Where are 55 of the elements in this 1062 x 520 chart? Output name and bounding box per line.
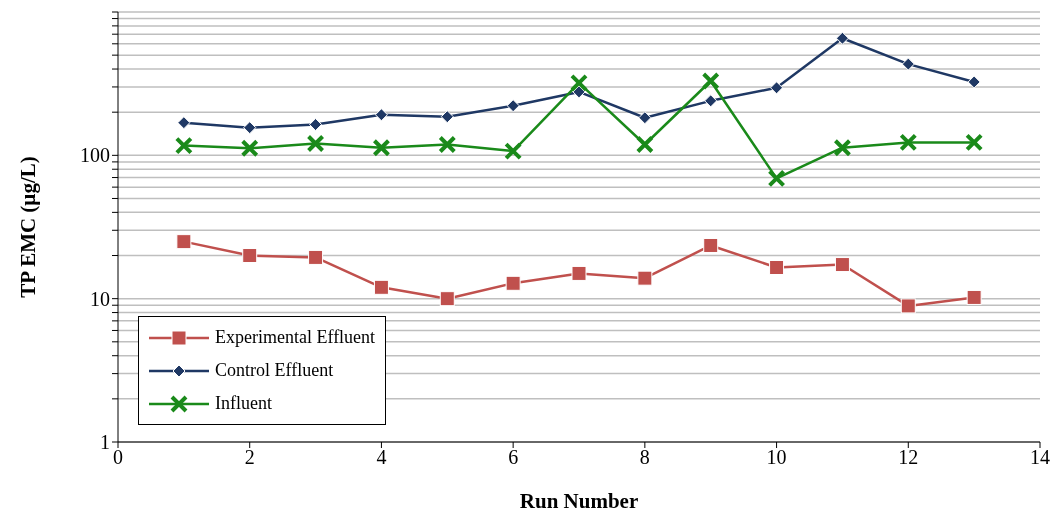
point	[243, 121, 257, 135]
point	[966, 289, 982, 305]
point	[638, 111, 652, 125]
point	[901, 57, 915, 71]
point	[833, 138, 852, 157]
point	[834, 257, 850, 273]
point	[767, 169, 786, 188]
point	[635, 135, 654, 154]
x-axis-title: Run Number	[519, 489, 639, 513]
point	[374, 108, 388, 122]
point	[505, 275, 521, 291]
point	[242, 248, 258, 264]
y-axis-title: TP EMC (µg/L)	[16, 156, 41, 298]
x-tick-label: 6	[508, 446, 519, 469]
point	[570, 73, 588, 92]
point	[967, 75, 981, 89]
point	[240, 139, 259, 158]
x-tick-label: 0	[113, 446, 123, 469]
y-tick-label: 10	[90, 287, 110, 310]
point	[703, 237, 719, 253]
point	[769, 259, 785, 275]
x-tick-label: 10	[766, 446, 787, 469]
point	[308, 249, 324, 265]
point	[440, 110, 454, 124]
point	[306, 134, 325, 153]
point	[177, 116, 191, 130]
point	[438, 135, 457, 154]
point	[835, 31, 849, 45]
point	[176, 234, 192, 250]
point	[309, 118, 323, 132]
point	[506, 99, 520, 113]
y-tick-label: 1	[100, 431, 110, 454]
point	[439, 291, 455, 307]
x-tick-label: 12	[898, 446, 919, 469]
x-tick-label: 14	[1030, 446, 1050, 469]
point	[504, 142, 523, 161]
point	[965, 133, 984, 152]
x-tick-label: 8	[639, 446, 650, 469]
point	[704, 94, 718, 108]
point	[701, 72, 720, 91]
legend-label: Influent	[215, 393, 272, 414]
x-tick-label: 4	[376, 446, 387, 469]
point	[637, 270, 653, 286]
y-tick-label: 100	[80, 144, 110, 167]
point	[572, 85, 586, 99]
point	[373, 279, 389, 295]
point	[900, 298, 916, 314]
x-tick-label: 2	[244, 446, 255, 469]
legend-label: Experimental Effluent	[215, 327, 376, 348]
legend-label: Control Effluent	[215, 360, 334, 381]
point	[174, 136, 193, 155]
point	[571, 265, 587, 281]
point	[770, 81, 784, 95]
point	[372, 138, 391, 157]
point	[899, 133, 918, 152]
